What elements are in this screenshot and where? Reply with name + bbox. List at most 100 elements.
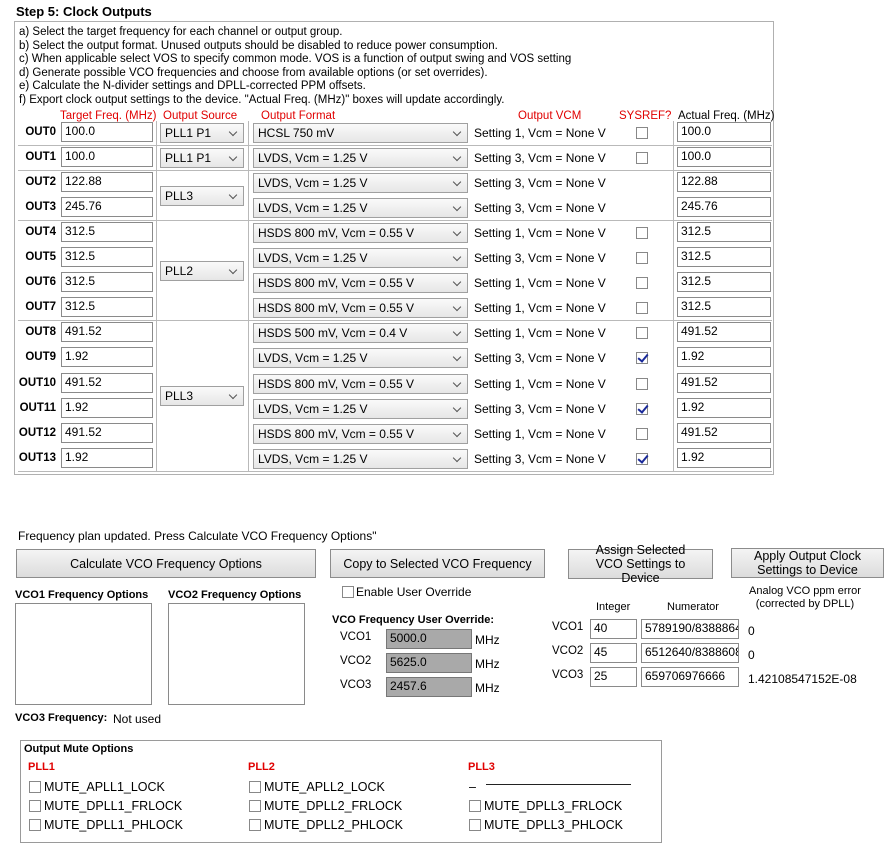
integer-input[interactable]: 25 [590,667,637,687]
mute-title: Output Mute Options [24,743,134,755]
apply-button[interactable]: Apply Output Clock Settings to Device [731,548,884,578]
actual-freq-input[interactable]: 1.92 [677,397,771,418]
output-format-select[interactable]: LVDS, Vcm = 1.25 V [253,348,468,369]
target-freq-input[interactable]: 312.5 [61,247,153,268]
sysref-checkbox[interactable] [636,402,648,415]
target-freq-input[interactable]: 491.52 [61,322,153,343]
mute-checkbox[interactable] [29,800,41,812]
output-format-select[interactable]: HSDS 800 mV, Vcm = 0.55 V [253,223,468,244]
actual-freq-input[interactable]: 1.92 [677,347,771,368]
target-freq-input[interactable]: 491.52 [61,372,153,393]
target-freq-input[interactable]: 1.92 [61,347,153,368]
target-freq-input[interactable]: 312.5 [61,272,153,293]
output-source-select[interactable]: PLL3 [160,386,244,407]
output-format-select[interactable]: HSDS 800 mV, Vcm = 0.55 V [253,423,468,444]
output-format-select[interactable]: LVDS, Vcm = 1.25 V [253,198,468,219]
target-freq-input[interactable]: 100.0 [61,147,153,168]
step-title: Step 5: Clock Outputs [16,4,152,19]
sysref-checkbox[interactable] [636,327,648,340]
output-name: OUT7 [25,301,56,314]
mute-option-label: MUTE_DPLL3_FRLOCK [484,799,623,813]
target-freq-input[interactable]: 491.52 [61,422,153,443]
sysref-checkbox[interactable] [636,127,648,139]
copy-button[interactable]: Copy to Selected VCO Frequency [330,549,545,578]
calculate-button[interactable]: Calculate VCO Frequency Options [16,549,316,578]
override-vco-name: VCO3 [340,679,372,691]
sysref-checkbox[interactable] [636,377,648,390]
instruction: e) Calculate the N-divider settings and … [19,80,366,93]
output-source-select[interactable]: PLL2 [160,260,244,281]
mute-checkbox[interactable] [249,819,261,831]
target-freq-input[interactable]: 1.92 [61,397,153,418]
output-format-select[interactable]: LVDS, Vcm = 1.25 V [253,173,468,194]
actual-freq-input[interactable]: 1.92 [677,447,771,468]
integer-header: Integer [596,601,631,613]
output-format-select[interactable]: HSDS 800 mV, Vcm = 0.55 V [253,298,468,319]
actual-freq-input[interactable]: 122.88 [677,172,771,193]
target-freq-input[interactable]: 100.0 [61,122,153,142]
vco1-options-list[interactable] [15,603,152,705]
actual-freq-input[interactable]: 491.52 [677,372,771,393]
output-source-select[interactable]: PLL1 P1 [160,148,244,169]
group-separator [18,145,772,146]
actual-freq-input[interactable]: 245.76 [677,197,771,218]
actual-freq-input[interactable]: 312.5 [677,222,771,243]
override-checkbox[interactable] [342,586,354,598]
target-freq-input[interactable]: 312.5 [61,297,153,318]
assign-button[interactable]: Assign Selected VCO Settings to Device [568,543,713,585]
output-format-select[interactable]: HSDS 500 mV, Vcm = 0.4 V [253,323,468,344]
output-format-select[interactable]: LVDS, Vcm = 1.25 V [253,448,468,469]
sysref-checkbox[interactable] [636,302,648,315]
output-format-select[interactable]: HSDS 800 mV, Vcm = 0.55 V [253,373,468,394]
override-freq-input[interactable]: 5000.0 [386,629,472,649]
sysref-checkbox[interactable] [636,352,648,365]
mute-checkbox[interactable] [469,800,481,812]
output-format-select[interactable]: HSDS 800 mV, Vcm = 0.55 V [253,273,468,294]
instruction: b) Select the output format. Unused outp… [19,39,498,52]
output-source-select[interactable]: PLL1 P1 [160,123,244,143]
mute-checkbox[interactable] [469,819,481,831]
instruction: d) Generate possible VCO frequencies and… [19,66,488,79]
numerator-input[interactable]: 5789190/8388864 [641,619,739,639]
output-source-select[interactable]: PLL3 [160,185,244,206]
sysref-checkbox[interactable] [636,252,648,265]
override-freq-input[interactable]: 5625.0 [386,653,472,673]
instruction: a) Select the target frequency for each … [19,26,343,38]
integer-input[interactable]: 45 [590,643,637,663]
actual-freq-input[interactable]: 312.5 [677,247,771,268]
mute-checkbox[interactable] [249,800,261,812]
target-freq-input[interactable]: 122.88 [61,172,153,193]
output-format-select[interactable]: LVDS, Vcm = 1.25 V [253,398,468,419]
mute-checkbox[interactable] [29,819,41,831]
actual-freq-input[interactable]: 100.0 [677,122,771,142]
vcm-setting: Setting 3, Vcm = None V [474,176,606,191]
sysref-checkbox[interactable] [636,152,648,165]
actual-freq-input[interactable]: 100.0 [677,147,771,168]
target-freq-input[interactable]: 245.76 [61,197,153,218]
numerator-input[interactable]: 6512640/8388608 [641,643,739,663]
integer-input[interactable]: 40 [590,619,637,639]
actual-freq-input[interactable]: 312.5 [677,272,771,293]
override-title: VCO Frequency User Override: [332,614,495,626]
sysref-checkbox[interactable] [636,227,648,240]
target-freq-input[interactable]: 312.5 [61,222,153,243]
output-format-select[interactable]: HCSL 750 mV [253,123,468,143]
target-freq-input[interactable]: 1.92 [61,447,153,468]
actual-freq-input[interactable]: 491.52 [677,322,771,343]
mute-checkbox[interactable] [249,781,261,793]
sysref-checkbox[interactable] [636,427,648,440]
output-name: OUT13 [18,451,56,464]
numerator-input[interactable]: 659706976666 [641,667,739,687]
output-format-select[interactable]: LVDS, Vcm = 1.25 V [253,248,468,269]
override-freq-input[interactable]: 2457.6 [386,677,472,697]
output-format-select[interactable]: LVDS, Vcm = 1.25 V [253,148,468,169]
sysref-checkbox[interactable] [636,277,648,290]
mute-option-label: MUTE_DPLL1_FRLOCK [44,799,183,813]
vco2-options-list[interactable] [168,603,305,705]
sysref-checkbox[interactable] [636,452,648,465]
mute-checkbox[interactable] [29,781,41,793]
actual-freq-input[interactable]: 491.52 [677,422,771,443]
actual-freq-input[interactable]: 312.5 [677,297,771,318]
vco3-frequency-label: VCO3 Frequency: [15,712,108,724]
column-header: Output Format [261,110,336,122]
